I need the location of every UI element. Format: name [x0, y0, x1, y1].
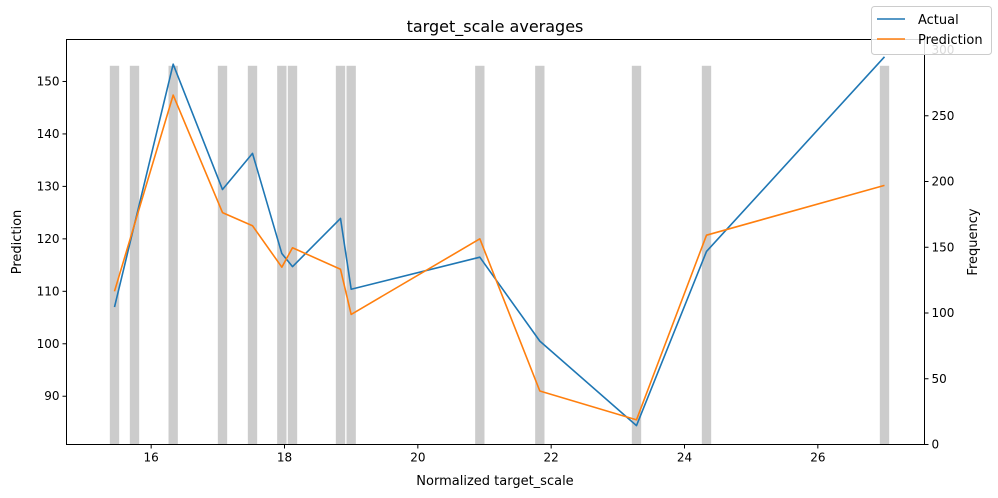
y-tick-label-110: 110 — [37, 284, 60, 298]
histogram-bar-1 — [129, 65, 140, 445]
y-tick-label-90: 90 — [44, 389, 59, 403]
x-tick-label-18: 18 — [277, 451, 292, 465]
x-tick-label-20: 20 — [410, 451, 425, 465]
plot-frame — [66, 39, 925, 445]
legend: Actual Prediction — [871, 6, 992, 55]
histogram-bar-0 — [109, 65, 120, 445]
legend-actual-label: Actual — [918, 13, 959, 28]
histogram-bar-8 — [346, 65, 356, 445]
histogram-bar-7 — [335, 65, 346, 445]
histogram-bar-9 — [475, 65, 485, 445]
y2-tick-label-50: 50 — [932, 372, 947, 386]
y2-tick-label-150: 150 — [932, 240, 955, 254]
x-tick-label-16: 16 — [144, 451, 159, 465]
y-tick-label-100: 100 — [37, 337, 60, 351]
series-lines — [113, 56, 886, 427]
histogram-bar-11 — [631, 65, 642, 445]
histogram-bar-5 — [277, 65, 287, 445]
histogram-bar-3 — [217, 65, 228, 445]
y2-tick-label-0: 0 — [932, 438, 940, 452]
y2-tick-label-250: 250 — [932, 109, 955, 123]
histogram-bar-4 — [247, 65, 258, 445]
y2-tick-label-200: 200 — [932, 175, 955, 189]
series-line-actual — [113, 56, 886, 427]
y2-axis-label: Frequency — [966, 208, 981, 275]
histogram-bar-12 — [701, 65, 712, 445]
histogram-bar-2 — [168, 65, 178, 445]
x-axis-label: Normalized target_scale — [416, 474, 573, 489]
chart-title: target_scale averages — [407, 17, 584, 37]
y-axis: 90 100 110 120 130 140 150 — [37, 74, 67, 403]
histogram-bar-6 — [287, 65, 298, 445]
y-tick-label-120: 120 — [37, 232, 60, 246]
x-tick-label-24: 24 — [677, 451, 692, 465]
histogram-bar-13 — [879, 65, 890, 445]
y2-tick-label-100: 100 — [932, 306, 955, 320]
histogram-bar-10 — [535, 65, 545, 445]
y-tick-label-130: 130 — [37, 179, 60, 193]
histogram-bars — [109, 65, 890, 445]
legend-prediction-label: Prediction — [918, 33, 983, 48]
y-tick-label-140: 140 — [37, 127, 60, 141]
y-tick-label-150: 150 — [37, 74, 60, 88]
series-line-prediction — [113, 94, 885, 421]
x-tick-label-26: 26 — [810, 451, 825, 465]
x-tick-label-22: 22 — [544, 451, 559, 465]
x-axis: 16 18 20 22 24 26 — [144, 444, 825, 465]
y-axis-label: Prediction — [10, 210, 25, 275]
